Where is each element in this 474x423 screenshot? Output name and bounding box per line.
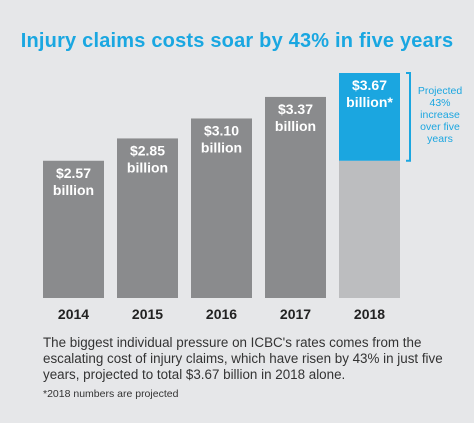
tick-label-2018: 2018 [354,306,385,322]
tick-label-2016: 2016 [206,306,237,322]
value-label-2018-unit: billion* [346,94,393,110]
value-label-2015-amount: $2.85 [130,142,165,158]
bar-2014 [43,160,104,298]
value-label-2018-amount: $3.67 [352,77,387,93]
value-label-2014-amount: $2.57 [56,165,91,181]
bar-2015 [117,138,178,298]
annotation-line: 43% [429,97,450,109]
tick-label-2017: 2017 [280,306,311,322]
bar-2018-base [339,160,400,298]
axis-strip [0,298,474,328]
bar-2016 [191,118,252,298]
projected-bracket [406,72,411,162]
value-label-2016-amount: $3.10 [204,122,239,138]
tick-label-2015: 2015 [132,306,163,322]
bar-2018-projected [339,73,400,161]
annotation-line: years [427,133,453,145]
value-label-2014-unit: billion [53,182,94,198]
annotation-line: over five [420,121,460,133]
annotation-line: Projected [418,85,463,97]
bar-2017 [265,96,326,298]
chart-title: Injury claims costs soar by 43% in five … [20,30,454,52]
value-label-2017-amount: $3.37 [278,101,313,117]
body-paragraph: The biggest individual pressure on ICBC'… [43,335,443,382]
value-label-2015-unit: billion [127,159,168,175]
annotation-line: increase [420,109,460,121]
tick-label-2014: 2014 [58,306,89,322]
value-label-2016-unit: billion [201,139,242,155]
footnote: *2018 numbers are projected [43,388,179,400]
value-label-2017-unit: billion [275,118,316,134]
